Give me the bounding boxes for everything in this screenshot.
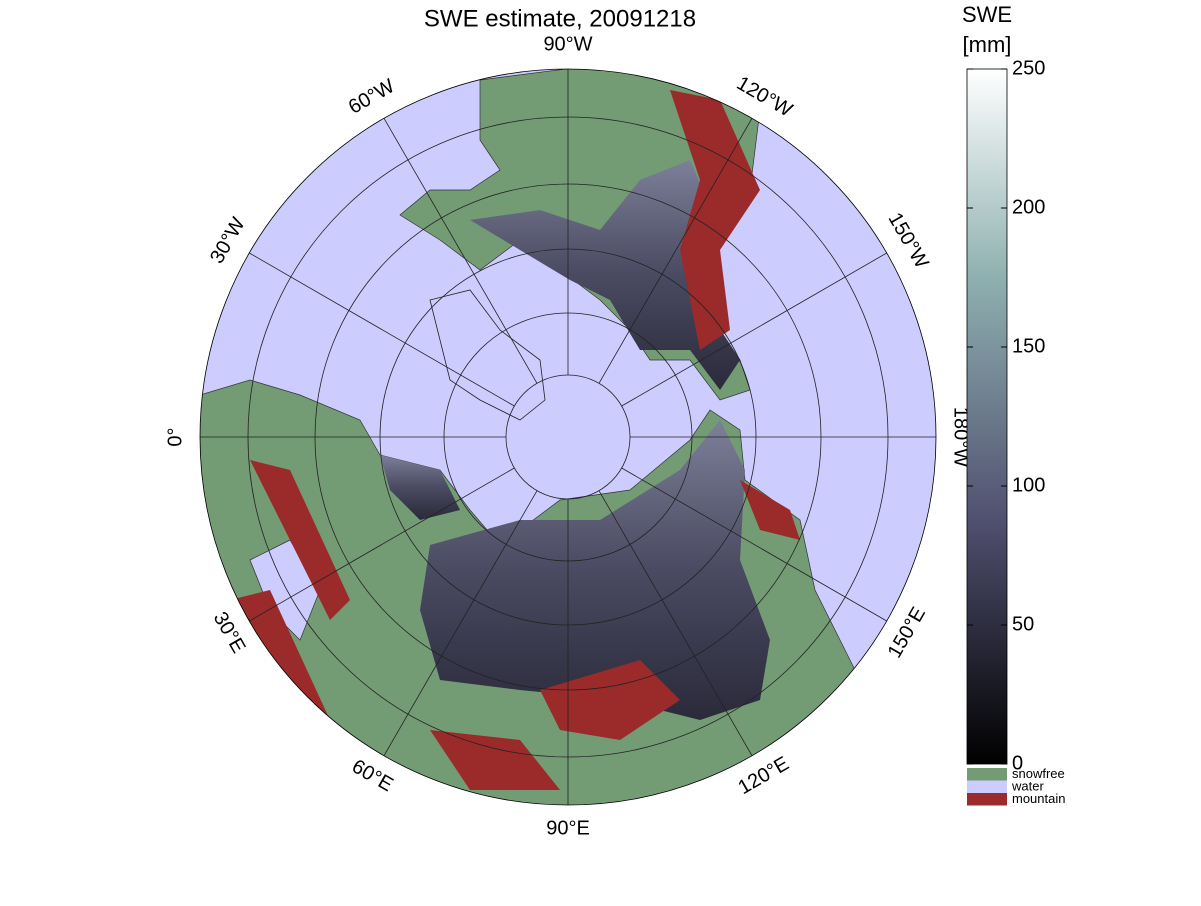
colorbar-tick-label: 50: [1012, 613, 1034, 635]
legend-swatch: [967, 780, 1007, 793]
meridian: [621, 252, 887, 407]
europe-snow: [380, 455, 460, 520]
greenland: [429, 289, 546, 421]
meridian-label: 0°: [164, 427, 186, 446]
colorbar: SWE [mm] 0 50 100 150 200 250 snowfreewatermount…: [962, 2, 1066, 806]
rockies: [670, 90, 760, 350]
legend-swatch: [967, 768, 1007, 781]
colorbar-tick-label: 200: [1012, 196, 1045, 218]
colorbar-scale: [966, 68, 1008, 765]
meridian-label: 30°E: [209, 608, 250, 657]
legend-label: snowfree: [1012, 766, 1065, 781]
meridian-label: 90°E: [546, 817, 590, 839]
colorbar-title: SWE: [962, 2, 1012, 27]
map-body: [200, 69, 936, 805]
meridian: [598, 490, 753, 756]
meridian: [249, 252, 515, 407]
meridian: [383, 118, 538, 384]
asia-snow: [420, 420, 770, 720]
meridian-label: 90°W: [543, 33, 592, 55]
meridian: [249, 467, 515, 622]
meridian: [383, 490, 538, 756]
meridian: [621, 467, 887, 622]
colorbar-tick-label: 150: [1012, 335, 1045, 357]
mountains: [230, 90, 800, 790]
meridian-label: 180°W: [950, 407, 972, 467]
meridian-label: 30°W: [206, 214, 250, 268]
legend-swatch: [967, 793, 1007, 806]
map-frame: [199, 68, 937, 806]
meridian-label: 60°W: [345, 75, 399, 119]
colorbar-title: [mm]: [963, 32, 1012, 57]
colorbar-tick-label: 100: [1012, 474, 1045, 496]
asia-mountains: [540, 660, 680, 740]
tibet: [430, 730, 560, 790]
scandinavia: [250, 460, 350, 620]
colorbar-tick-label: 0: [1012, 752, 1023, 774]
title: SWE estimate, 20091218: [424, 5, 696, 32]
meridian: [598, 118, 753, 384]
graticule: [200, 69, 936, 805]
na-snow: [470, 160, 740, 390]
east-asia-mountains: [740, 480, 800, 540]
meridian-label: 60°E: [348, 755, 397, 796]
colorbar-tick-label: 250: [1012, 57, 1045, 79]
legend-label: water: [1011, 778, 1044, 793]
legend-label: mountain: [1012, 791, 1065, 806]
